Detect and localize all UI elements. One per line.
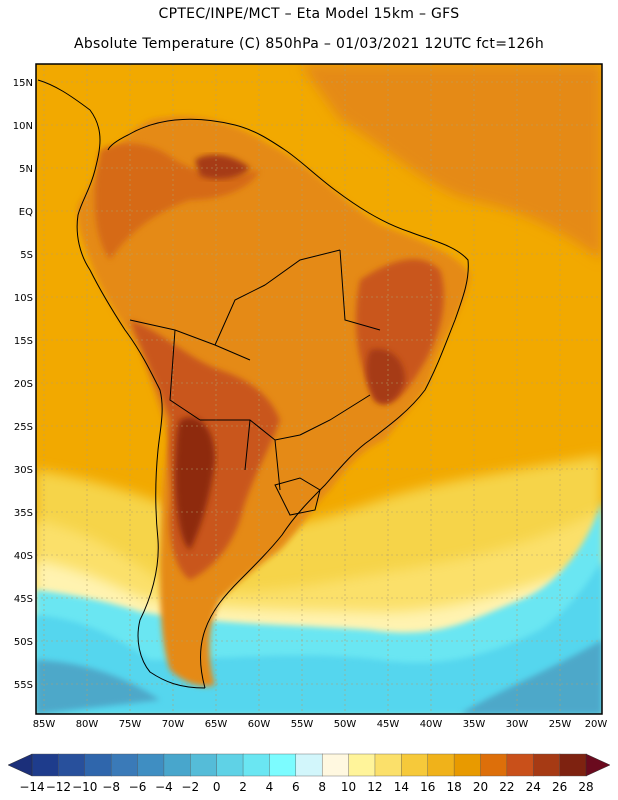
lat-label: 15S [14, 336, 33, 347]
colorbar-label: 2 [239, 780, 247, 794]
lat-label: EQ [19, 207, 33, 218]
colorbar-label: −8 [102, 780, 120, 794]
hottest-venezuela-zone [195, 154, 250, 180]
lat-label: 35S [14, 508, 33, 519]
colorbar-swatch [401, 753, 429, 777]
colorbar-swatches [31, 753, 587, 777]
map-frame [35, 63, 603, 715]
colorbar-swatch [84, 753, 112, 777]
colorbar-swatch [506, 753, 534, 777]
latitude-labels: 15N 10N 5N EQ 5S 10S 15S 20S 25S 30S 35S… [13, 78, 33, 691]
lat-label: 50S [14, 637, 33, 648]
colorbar-swatch [453, 753, 482, 777]
colorbar-right-arrow [585, 753, 611, 777]
temperature-colorbar: −14 −12 −10 −8 −6 −4 −2 0 2 4 6 8 10 12 14 16 18 20 22 24 26… [7, 753, 611, 794]
colorbar-label: 6 [292, 780, 300, 794]
colorbar-label: 12 [367, 780, 382, 794]
colorbar-swatch [58, 753, 86, 777]
colorbar-swatch [31, 753, 60, 777]
title-line-1: CPTEC/INPE/MCT – Eta Model 15km – GFS [158, 6, 460, 22]
colorbar-label: 4 [266, 780, 274, 794]
lon-label: 60W [248, 719, 271, 730]
lat-label: 15N [13, 78, 33, 89]
hottest-chaco-zone [175, 417, 215, 550]
lon-label: 85W [33, 719, 56, 730]
colorbar-label: 24 [526, 780, 541, 794]
colorbar-label: −2 [181, 780, 199, 794]
hottest-brazil-zone [366, 349, 405, 404]
lat-label: 45S [14, 594, 33, 605]
coastline-outline [37, 79, 469, 689]
lat-label: 30S [14, 465, 33, 476]
colorbar-swatch [295, 753, 323, 777]
longitude-labels: 85W 80W 75W 70W 65W 60W 55W 50W 45W 40W … [33, 719, 608, 730]
colorbar-label: 10 [341, 780, 356, 794]
coldest-water-region [36, 640, 602, 714]
lat-label: 20S [14, 379, 33, 390]
colorbar-swatch [110, 753, 139, 777]
lat-label: 10S [14, 293, 33, 304]
lon-label: 25W [549, 719, 572, 730]
colorbar-swatch [427, 753, 455, 777]
colorbar-swatch [348, 753, 376, 777]
lon-label: 75W [119, 719, 142, 730]
colorbar-label: 18 [446, 780, 461, 794]
lat-label: 5N [19, 164, 33, 175]
colorbar-label: −14 [19, 780, 44, 794]
colorbar-swatch [480, 753, 508, 777]
colorbar-label: 0 [213, 780, 221, 794]
colorbar-label: 14 [394, 780, 409, 794]
colorbar-label: 28 [578, 780, 593, 794]
hot-northwest-zone [94, 143, 260, 260]
colorbar-label: 26 [552, 780, 567, 794]
lon-label: 55W [291, 719, 314, 730]
lon-label: 30W [506, 719, 529, 730]
lat-label: 25S [14, 422, 33, 433]
temperature-map: 15N 10N 5N EQ 5S 10S 15S 20S 25S 30S 35S… [13, 63, 608, 730]
lat-label: 5S [20, 250, 33, 261]
colorbar-left-arrow [7, 753, 33, 777]
colorbar-label: 8 [318, 780, 326, 794]
colorbar-swatch [374, 753, 403, 777]
colorbar-swatch [269, 753, 297, 777]
title-line-2: Absolute Temperature (C) 850hPa – 01/03/… [73, 36, 545, 52]
colorbar-swatch [321, 753, 350, 777]
colorbar-label: −4 [155, 780, 173, 794]
colorbar-label: −6 [129, 780, 147, 794]
colorbar-labels: −14 −12 −10 −8 −6 −4 −2 0 2 4 6 8 10 12 14 16 18 20 22 24 26… [19, 780, 593, 794]
colorbar-swatch [216, 753, 244, 777]
lon-label: 70W [162, 719, 185, 730]
lon-label: 20W [585, 719, 608, 730]
colorbar-label: −12 [46, 780, 71, 794]
colorbar-swatch [242, 753, 271, 777]
colorbar-swatch [190, 753, 218, 777]
lon-label: 65W [205, 719, 228, 730]
lon-label: 50W [334, 719, 357, 730]
gridlines [36, 64, 602, 714]
colorbar-label: 16 [420, 780, 435, 794]
colorbar-swatch [137, 753, 165, 777]
lon-label: 35W [463, 719, 486, 730]
lat-label: 40S [14, 551, 33, 562]
lon-label: 45W [377, 719, 400, 730]
colorbar-swatch [533, 753, 561, 777]
colorbar-label: −10 [72, 780, 97, 794]
temperature-field [36, 64, 602, 714]
colorbar-swatch [559, 753, 587, 777]
colorbar-swatch [163, 753, 191, 777]
lon-label: 80W [76, 719, 99, 730]
lat-label: 10N [13, 121, 33, 132]
lat-label: 55S [14, 680, 33, 691]
colorbar-label: 20 [473, 780, 488, 794]
colorbar-label: 22 [499, 780, 514, 794]
lon-label: 40W [420, 719, 443, 730]
